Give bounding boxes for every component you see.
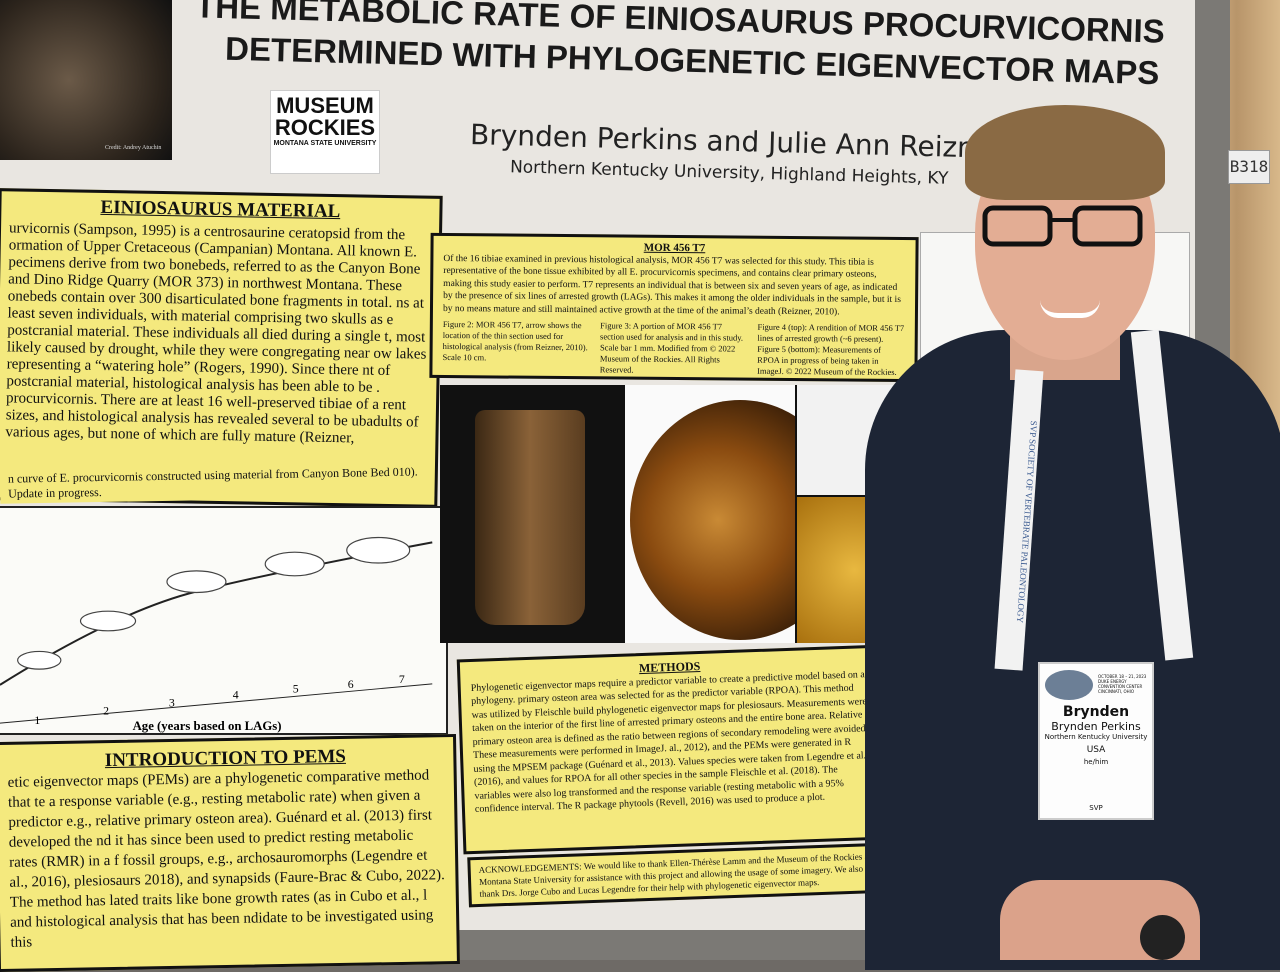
dinosaur-sketch bbox=[346, 536, 411, 564]
figure-2-caption: Figure 2: MOR 456 T7, arrow shows the lo… bbox=[442, 318, 588, 363]
growth-curve-line bbox=[0, 541, 433, 686]
bone-section-photo bbox=[625, 385, 795, 643]
badge-org: SVP bbox=[1089, 804, 1103, 812]
figure-3-caption: Figure 3: A portion of MOR 456 T7 sectio… bbox=[599, 320, 744, 375]
methods-panel: METHODS Phylogenetic eigenvector maps re… bbox=[456, 644, 889, 855]
person-smile bbox=[1040, 300, 1100, 318]
poster-affiliation: Northern Kentucky University, Highland H… bbox=[509, 157, 949, 189]
logo-subtext: MONTANA STATE UNIVERSITY bbox=[273, 140, 377, 147]
dinosaur-sketch bbox=[264, 551, 325, 577]
mor-panel: MOR 456 T7 Of the 16 tibiae examined in … bbox=[429, 232, 919, 383]
material-panel: EINIOSAURUS MATERIAL urvicornis (Sampson… bbox=[0, 188, 443, 508]
tick-label: 6 bbox=[348, 677, 354, 691]
person-shirt bbox=[865, 330, 1280, 970]
badge-event: OCTOBER 18 – 21, 2023 DUKE ENERGY CONVEN… bbox=[1098, 674, 1147, 694]
figure-4-5-caption: Figure 4 (top): A rendition of MOR 456 T… bbox=[756, 321, 905, 383]
dinosaur-skull-illustration bbox=[0, 0, 172, 160]
name-badge: OCTOBER 18 – 21, 2023 DUKE ENERGY CONVEN… bbox=[1038, 662, 1154, 820]
panel-title: EINIOSAURUS MATERIAL bbox=[100, 196, 341, 223]
x-axis-label: Age (years based on LAGs) bbox=[133, 719, 282, 733]
badge-pronouns: he/him bbox=[1083, 758, 1109, 766]
tick-label: 4 bbox=[233, 688, 239, 702]
dinosaur-sketch bbox=[17, 650, 62, 670]
dinosaur-sketch bbox=[79, 610, 137, 632]
tick-label: 1 bbox=[34, 713, 40, 727]
panel-text: etic eigenvector maps (PEMs) are a phylo… bbox=[7, 767, 445, 951]
intro-panel: INTRODUCTION TO PEMS etic eigenvector ma… bbox=[0, 733, 460, 972]
tick-label: 3 bbox=[169, 695, 175, 709]
badge-first-name: Brynden bbox=[1062, 704, 1130, 720]
x-axis bbox=[0, 683, 433, 724]
badge-full-name: Brynden Perkins bbox=[1051, 720, 1141, 733]
panel-text: Phylogenetic eigenvector maps require a … bbox=[470, 668, 869, 815]
panel-text: Of the 16 tibiae examined in previous hi… bbox=[442, 253, 901, 317]
acknowledgements-panel: ACKNOWLEDGEMENTS: We would like to thank… bbox=[467, 842, 889, 908]
person-hair bbox=[965, 105, 1165, 200]
badge-institution: Northern Kentucky University bbox=[1044, 733, 1148, 741]
dinosaur-sketch bbox=[166, 570, 227, 594]
logo-text: MUSEUM bbox=[276, 93, 374, 118]
photo-credit: Credit: Andrey Atuchin bbox=[105, 145, 162, 151]
event-logo-icon bbox=[1045, 670, 1093, 700]
growth-curve-chart: 1 2 3 4 5 6 7 Age (years based on LAGs) bbox=[0, 506, 448, 735]
logo-text: ROCKIES bbox=[274, 115, 376, 140]
tick-label: 5 bbox=[293, 682, 299, 696]
glasses-icon bbox=[982, 205, 1143, 247]
booth-number: B318 bbox=[1228, 150, 1270, 184]
tick-label: 7 bbox=[399, 672, 405, 686]
panel-text: urvicornis (Sampson, 1995) is a centrosa… bbox=[5, 220, 427, 447]
watch bbox=[1140, 915, 1185, 960]
tibia-bone-photo bbox=[475, 410, 585, 625]
museum-logo: MUSEUM ROCKIES MONTANA STATE UNIVERSITY bbox=[270, 90, 380, 174]
tick-label: 2 bbox=[103, 703, 109, 717]
badge-country: USA bbox=[1086, 745, 1106, 755]
